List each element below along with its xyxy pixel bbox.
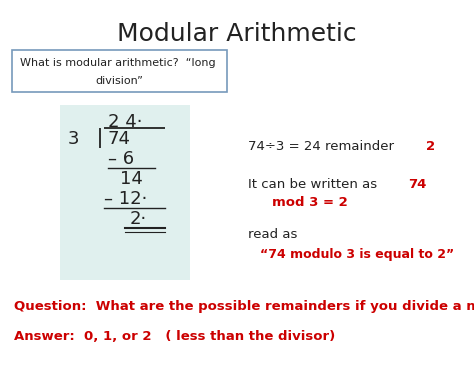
Text: What is modular arithmetic?  “long: What is modular arithmetic? “long bbox=[20, 58, 216, 68]
Text: 2: 2 bbox=[426, 140, 435, 153]
Text: Answer:  0, 1, or 2   ( less than the divisor): Answer: 0, 1, or 2 ( less than the divis… bbox=[14, 330, 335, 343]
Text: division”: division” bbox=[96, 76, 144, 86]
Text: 14: 14 bbox=[120, 170, 143, 188]
Bar bbox=[60, 105, 190, 280]
Text: 3: 3 bbox=[68, 130, 80, 148]
Text: read as: read as bbox=[248, 228, 297, 241]
Text: 2·: 2· bbox=[130, 210, 147, 228]
Text: 74: 74 bbox=[108, 130, 131, 148]
Text: mod 3 = 2: mod 3 = 2 bbox=[272, 196, 348, 209]
Text: Modular Arithmetic: Modular Arithmetic bbox=[117, 22, 357, 46]
Text: 74÷3 = 24 remainder: 74÷3 = 24 remainder bbox=[248, 140, 398, 153]
Text: 2 4·: 2 4· bbox=[108, 113, 143, 131]
Text: “74 modulo 3 is equal to 2”: “74 modulo 3 is equal to 2” bbox=[260, 248, 454, 261]
Text: It can be written as: It can be written as bbox=[248, 178, 386, 191]
Text: Question:  What are the possible remainders if you divide a number by 3?: Question: What are the possible remainde… bbox=[14, 300, 474, 313]
Bar bbox=[12, 50, 227, 92]
Text: 74: 74 bbox=[408, 178, 427, 191]
Text: – 12·: – 12· bbox=[104, 190, 147, 208]
Text: – 6: – 6 bbox=[108, 150, 134, 168]
